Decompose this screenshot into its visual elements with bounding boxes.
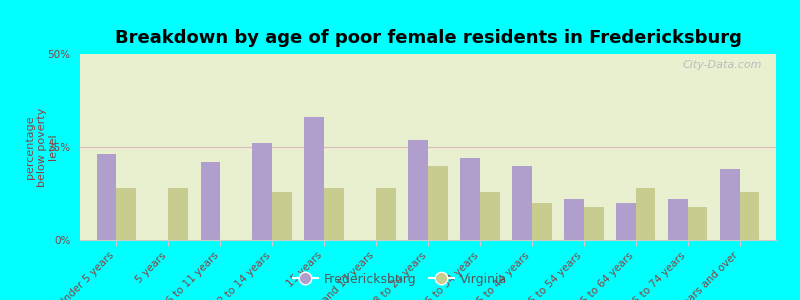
Y-axis label: percentage
below poverty
level: percentage below poverty level <box>25 107 58 187</box>
Bar <box>616 203 636 240</box>
Bar <box>636 188 655 240</box>
Bar <box>460 158 480 240</box>
Bar <box>201 162 220 240</box>
Bar <box>720 169 740 240</box>
Bar <box>304 117 324 240</box>
Bar <box>97 154 116 240</box>
Bar <box>116 188 136 240</box>
Bar <box>564 199 584 240</box>
Bar <box>324 188 344 240</box>
Bar <box>272 192 292 240</box>
Bar <box>740 192 759 240</box>
Bar <box>532 203 552 240</box>
Text: City-Data.com: City-Data.com <box>682 60 762 70</box>
Bar <box>584 206 603 240</box>
Bar <box>168 188 188 240</box>
Bar <box>688 206 707 240</box>
Legend: Fredericksburg, Virginia: Fredericksburg, Virginia <box>287 268 513 291</box>
Bar <box>428 166 448 240</box>
Bar <box>480 192 500 240</box>
Title: Breakdown by age of poor female residents in Fredericksburg: Breakdown by age of poor female resident… <box>114 29 742 47</box>
Bar <box>512 166 532 240</box>
Bar <box>376 188 396 240</box>
Bar <box>408 140 428 240</box>
Bar <box>668 199 688 240</box>
Bar <box>253 143 272 240</box>
